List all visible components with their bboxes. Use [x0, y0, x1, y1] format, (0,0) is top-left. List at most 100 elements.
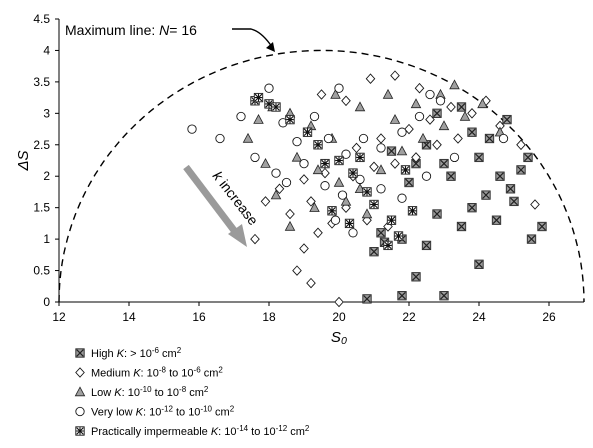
y-tick-label: 4 [43, 43, 50, 57]
legend-entry-label: Low K: 10-10 to 10-8 cm2 [91, 385, 209, 400]
data-point [369, 199, 379, 210]
data-point [417, 132, 429, 143]
series-triangle [242, 79, 506, 231]
data-point [348, 228, 358, 238]
data-point [250, 152, 260, 163]
data-point [354, 183, 366, 194]
x-tick-label: 22 [402, 310, 416, 324]
data-point [351, 142, 362, 154]
y-tick-label: 1.5 [33, 201, 50, 215]
data-point [495, 171, 505, 181]
data-point [526, 234, 537, 244]
legend-text-part: cm [201, 368, 219, 380]
data-point [404, 123, 414, 135]
data-point [284, 220, 296, 231]
legend-text-part: 2 [177, 346, 182, 355]
legend-text-part: 2 [230, 404, 235, 413]
x-tick-label: 24 [472, 310, 486, 324]
data-point [446, 101, 456, 113]
data-point [253, 113, 264, 124]
data-point [341, 95, 351, 107]
data-point [355, 152, 365, 163]
x-tick-label: 26 [542, 310, 556, 324]
data-point [432, 108, 442, 118]
legend-text-part: -14 [237, 424, 249, 433]
data-point [467, 108, 477, 119]
y-tick-label: 0.5 [33, 264, 50, 278]
data-point [260, 196, 271, 207]
legend: High K: > 10-6 cm2 Medium K: 10-8 to 10-6… [74, 346, 310, 438]
data-point [432, 139, 442, 151]
data-point [320, 181, 330, 191]
legend-text-part: -10 [200, 404, 212, 413]
legend-entry-label: Very low K: 10-12 to 10-10 cm2 [91, 404, 235, 419]
legend-text-part: Low [91, 387, 114, 399]
data-point [313, 227, 323, 239]
data-point [344, 218, 355, 229]
legend-text-part: cm [159, 348, 177, 360]
data-point [537, 221, 547, 232]
legend-entry-label: High K: > 10-6 cm2 [91, 346, 182, 361]
data-point [365, 73, 376, 84]
data-point [410, 98, 422, 109]
legend-text-part: Practically impermeable [91, 426, 211, 438]
data-point [334, 155, 344, 166]
data-point [386, 146, 397, 156]
data-point [348, 168, 358, 178]
data-point [411, 272, 421, 282]
legend-text-part: -6 [152, 346, 160, 355]
data-point [270, 189, 282, 200]
data-point [435, 96, 446, 106]
k-increase-text: increase [214, 174, 262, 229]
x-tick-label: 20 [332, 310, 346, 324]
data-point [474, 259, 484, 269]
legend-text-part: 2 [204, 385, 209, 394]
data-point [449, 79, 460, 90]
data-point [358, 133, 369, 144]
legend-text-part: -12 [161, 404, 173, 413]
data-point [397, 193, 407, 203]
legend-marker [74, 386, 86, 397]
data-point [397, 127, 407, 137]
data-point [421, 240, 432, 251]
data-point [292, 265, 302, 276]
y-tick-label: 2 [43, 169, 50, 183]
data-point [333, 176, 345, 187]
legend-marker [75, 426, 85, 436]
legend-text-part: -12 [276, 424, 288, 433]
data-point [340, 195, 352, 206]
legend-entry-label: Medium K: 10-8 to 10-6 cm2 [91, 365, 223, 380]
legend-text-part: : 10 [141, 368, 159, 380]
legend-marker [75, 348, 85, 358]
data-point [250, 233, 260, 245]
data-point [386, 215, 397, 225]
x-tick-label: 18 [262, 310, 276, 324]
data-point [330, 88, 341, 99]
data-point [477, 98, 488, 109]
series-burst-box [250, 92, 418, 251]
legend-text-part: High [91, 348, 117, 360]
data-point [316, 89, 327, 100]
legend-text-part: -8 [159, 365, 167, 374]
data-point [376, 143, 386, 153]
data-point [299, 243, 309, 254]
legend-text-part: -6 [194, 365, 202, 374]
data-point [414, 111, 425, 122]
data-point [299, 158, 309, 169]
data-point [334, 296, 344, 308]
data-point [309, 111, 320, 122]
data-point [306, 196, 316, 207]
data-point [516, 165, 526, 175]
data-point [389, 113, 401, 124]
data-point [327, 206, 337, 216]
y-tick-label: 4.5 [33, 12, 50, 26]
max-line-prefix: Maximum line: [65, 22, 159, 38]
legend-text-part: cm [287, 426, 305, 438]
legend-text-part: -8 [179, 385, 187, 394]
max-line-pointer [232, 28, 273, 48]
y-tick-label: 0 [43, 295, 50, 309]
data-point [330, 215, 341, 225]
data-point [369, 161, 379, 173]
data-point [264, 83, 274, 93]
data-point [439, 158, 449, 169]
